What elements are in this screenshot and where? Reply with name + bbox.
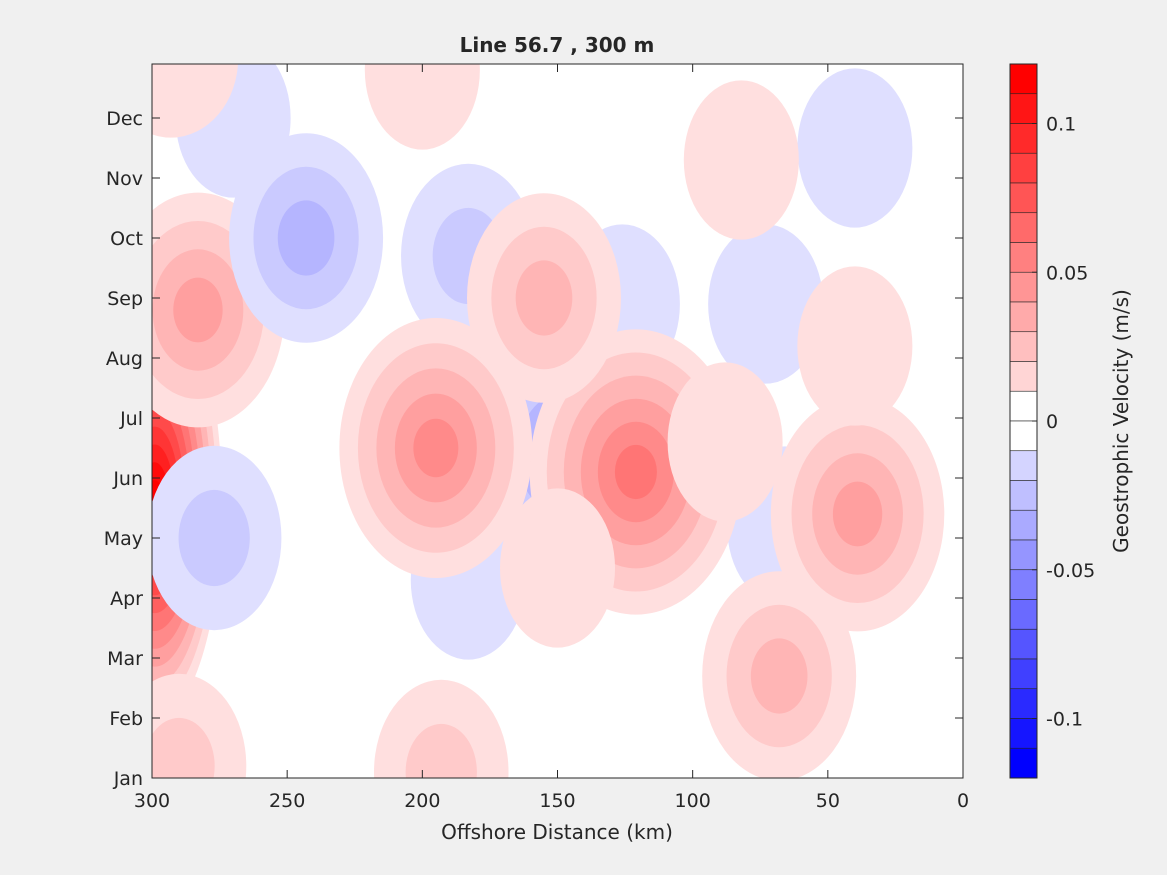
x-axis-label: Offshore Distance (km) [441, 820, 673, 844]
colorbar-swatch [1009, 182, 1038, 214]
x-tick-label: 150 [539, 790, 575, 812]
colorbar-swatch [1009, 93, 1038, 124]
contour-level [683, 80, 799, 240]
colorbar-swatch [1009, 539, 1038, 571]
contour-fill-layer [152, 64, 945, 778]
contour-level [797, 68, 913, 228]
colorbar: 0.1 0.05 0 -0.05 -0.1 [1009, 63, 1095, 779]
y-tick-label: Apr [110, 588, 143, 610]
x-tick-label: 200 [404, 790, 440, 812]
contour-blob-positive [770, 396, 945, 632]
colorbar-swatch [1009, 480, 1038, 511]
colorbar-label: Geostrophic Velocity (m/s) [1109, 289, 1133, 553]
contour-level [515, 260, 573, 336]
colorbar-swatch [1009, 718, 1038, 749]
y-tick-label: May [104, 528, 143, 550]
contour-level [832, 481, 883, 547]
colorbar-swatch [1009, 63, 1038, 95]
y-tick-label: Dec [106, 108, 143, 130]
y-tick-label: Feb [109, 708, 143, 730]
colorbar-tick-label: -0.1 [1046, 709, 1083, 731]
y-tick-label: Nov [106, 168, 143, 190]
colorbar-swatch [1009, 212, 1038, 243]
colorbar-swatch [1009, 123, 1038, 154]
colorbar-swatch [1009, 420, 1038, 452]
colorbar-swatch [1009, 152, 1038, 184]
contour-blob-negative [152, 445, 282, 631]
x-tick-label: 250 [269, 790, 305, 812]
contour-blob-positive [702, 571, 857, 778]
contour-level [277, 200, 335, 276]
contour-level [667, 362, 783, 522]
y-tick-label: Jul [119, 408, 143, 430]
colorbar-tick-label: 0 [1046, 411, 1058, 433]
contour-blob-positive [339, 318, 533, 578]
colorbar-swatch [1009, 569, 1038, 600]
contour-blob-positive [667, 362, 783, 522]
contour-blob-positive [374, 679, 509, 778]
contour-blob-positive [152, 673, 247, 778]
y-axis: Jan Feb Mar Apr May Jun Jul Aug Sep Oct Nov Dec [104, 108, 963, 790]
x-axis: 300 250 200 150 100 50 0 [134, 64, 969, 812]
contour-level [173, 277, 223, 343]
x-tick-label: 100 [675, 790, 711, 812]
contour-level [405, 723, 477, 778]
colorbar-swatch [1009, 271, 1038, 303]
contour-blob-positive [466, 193, 621, 403]
contour-blob-positive [683, 80, 799, 240]
contour-blob-positive [364, 64, 480, 150]
x-tick-label: 0 [957, 790, 969, 812]
contour-level [413, 418, 459, 478]
y-tick-label: Aug [106, 348, 143, 370]
y-tick-label: Jan [113, 768, 143, 790]
colorbar-swatch [1009, 390, 1038, 422]
colorbar-swatch [1009, 509, 1038, 541]
contour-level [152, 64, 238, 138]
colorbar-swatch [1009, 658, 1038, 690]
contour-level [797, 266, 913, 426]
contour-blob-negative [229, 133, 384, 343]
contour-blob-negative [797, 68, 913, 228]
colorbar-swatch [1009, 599, 1038, 630]
contour-blob-positive [797, 266, 913, 426]
y-tick-label: Oct [110, 228, 143, 250]
x-tick-label: 50 [816, 790, 840, 812]
y-tick-label: Mar [107, 648, 143, 670]
colorbar-tick-label: 0.05 [1046, 262, 1088, 284]
colorbar-swatch [1009, 361, 1038, 392]
contour-level [708, 224, 824, 384]
colorbar-swatch [1009, 747, 1038, 779]
contour-level [152, 717, 215, 778]
contour-level [499, 488, 616, 648]
y-tick-label: Sep [107, 288, 143, 310]
colorbar-swatch [1009, 331, 1038, 362]
colorbar-swatch [1009, 301, 1038, 333]
colorbar-tick-label: -0.05 [1046, 560, 1095, 582]
chart-title: Line 56.7 , 300 m [460, 33, 655, 57]
x-tick-label: 300 [134, 790, 170, 812]
contour-blob-positive [499, 488, 616, 648]
contour-level [178, 489, 250, 587]
contour-blob-negative [708, 224, 824, 384]
colorbar-swatch [1009, 450, 1038, 481]
contour-level [614, 444, 657, 500]
contour-level [750, 638, 808, 714]
colorbar-swatch [1009, 242, 1038, 273]
contour-level [364, 64, 480, 150]
colorbar-swatch [1009, 688, 1038, 719]
y-tick-label: Jun [112, 468, 143, 490]
contour-blob-positive [152, 64, 238, 138]
colorbar-tick-label: 0.1 [1046, 114, 1076, 136]
colorbar-swatch [1009, 628, 1038, 660]
